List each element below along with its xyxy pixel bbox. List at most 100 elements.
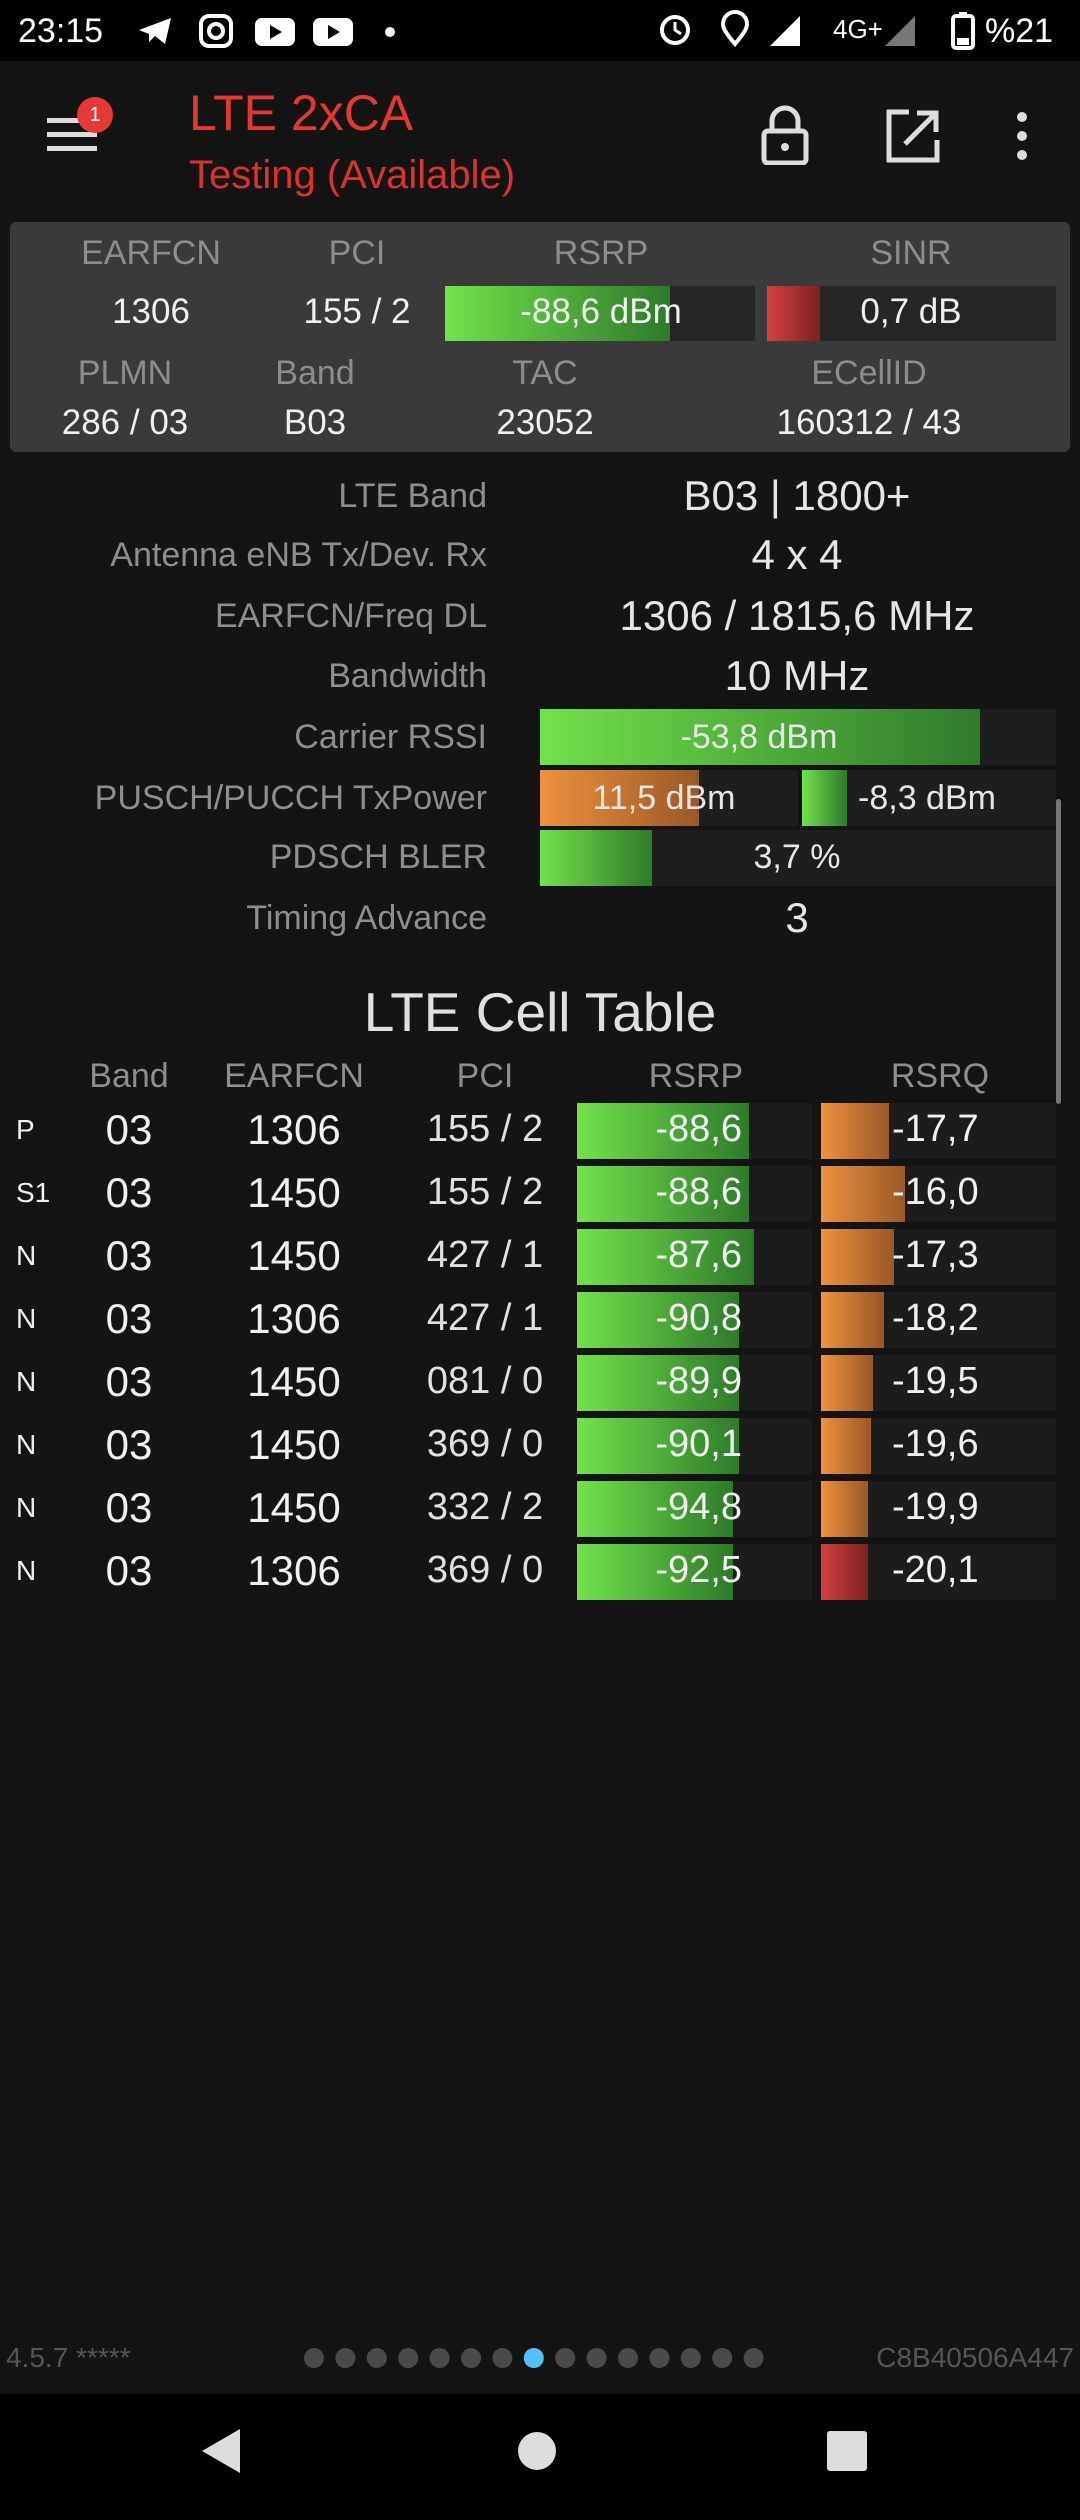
detail-label: EARFCN/Freq DL [214,596,487,635]
table-title: LTE Cell Table [363,981,717,1043]
cell-earfcn: 1306 [247,1294,341,1342]
bar-track [821,1481,1056,1537]
detail-label: Bandwidth [328,656,487,695]
cell-rsrp: -89,9 [655,1360,742,1403]
pusch-track [540,770,798,826]
rssi-bar [540,709,980,765]
bar [577,1292,739,1348]
overflow-menu[interactable] [1010,110,1034,162]
bar [577,1103,749,1159]
bar [577,1418,739,1474]
menu-button[interactable] [45,110,101,158]
cell-pci: 427 / 1 [426,1297,544,1340]
notification-badge: 1 [77,97,113,133]
cell-earfcn: 1450 [247,1420,341,1468]
cell-pci: 369 / 0 [426,1423,544,1466]
pusch-bar [540,770,699,826]
sinr-bar [767,286,820,341]
bar-track [577,1418,812,1474]
page-dot[interactable] [523,2348,544,2368]
bar [821,1418,871,1474]
summary-value: -88,6 dBm [520,292,682,331]
detail-value: 11,5 dBm [592,778,736,817]
detail-value: 3,7 % [753,837,841,876]
summary-label: SINR [870,233,952,272]
app-title: LTE 2xCA [189,85,414,141]
cell-rsrp: -92,5 [655,1549,742,1592]
share-button[interactable] [885,108,941,164]
cell-rsrq: -19,9 [892,1486,979,1529]
page-dot[interactable] [492,2348,513,2368]
page-dot[interactable] [618,2348,638,2368]
summary-label: PCI [328,233,386,272]
cell-rsrq: -18,2 [892,1297,979,1340]
cell-type: N [16,1492,37,1524]
page-dot[interactable] [680,2348,701,2368]
bar-track [577,1166,812,1222]
detail-label: PUSCH/PUCCH TxPower [94,778,487,817]
back-button[interactable] [202,2429,240,2473]
page-dot[interactable] [366,2348,387,2368]
detail-label: Carrier RSSI [294,717,487,756]
summary-value: 0,7 dB [860,292,962,331]
page-indicator [304,2348,764,2368]
bar-track [821,1544,1056,1600]
cell-rsrp: -87,6 [655,1234,742,1277]
page-dot[interactable] [586,2348,607,2368]
cell-rsrq: -19,5 [892,1360,979,1403]
version: 4.5.7 ***** [6,2342,131,2373]
summary-value: B03 [283,403,347,442]
bar-track [577,1355,812,1411]
page-dot[interactable] [335,2348,356,2368]
cell-earfcn: 1306 [247,1105,341,1153]
bar-track [577,1103,812,1159]
cell-rsrp: -94,8 [655,1486,742,1529]
cell-pci: 155 / 2 [426,1108,544,1151]
column-header: Band [89,1056,169,1095]
battery-icon [951,12,975,50]
detail-value: B03 | 1800+ [683,471,911,519]
cell-rsrq: -17,7 [892,1108,979,1151]
cell-rsrp: -90,1 [655,1423,742,1466]
home-button[interactable] [518,2432,556,2470]
detail-value: 10 MHz [724,651,870,699]
bar [821,1229,894,1285]
bar-track [821,1355,1056,1411]
page-dot[interactable] [398,2348,419,2368]
detail-label: Timing Advance [246,898,487,937]
cell-pci: 081 / 0 [426,1360,544,1403]
cell-rsrq: -17,3 [892,1234,979,1277]
detail-value: -8,3 dBm [858,778,996,817]
cell-rsrp: -90,8 [655,1297,742,1340]
cell-type: N [16,1303,37,1335]
cell-band: 03 [105,1546,153,1594]
summary-value: 286 / 03 [61,403,189,442]
page-dot[interactable] [304,2348,324,2368]
page-dot[interactable] [429,2348,450,2368]
cell-band: 03 [105,1420,153,1468]
bar [577,1166,749,1222]
device-id: C8B40506A447 [876,2342,1074,2373]
page-dot[interactable] [461,2348,481,2368]
summary-label: Band [275,353,355,392]
bar-track [821,1229,1056,1285]
column-header: RSRQ [890,1056,990,1095]
bar [821,1103,889,1159]
recents-button[interactable] [827,2431,867,2471]
cell-band: 03 [105,1483,153,1531]
page-dot[interactable] [649,2348,670,2368]
cell-type: P [16,1114,35,1146]
cell-rsrp: -88,6 [655,1108,742,1151]
bar-track [577,1292,812,1348]
page-dot[interactable] [555,2348,576,2368]
page-dot[interactable] [712,2348,733,2368]
column-header: PCI [456,1056,514,1095]
cell-type: N [16,1240,37,1272]
cell-band: 03 [105,1231,153,1279]
summary-value: 155 / 2 [303,292,411,331]
page-dot[interactable] [743,2348,764,2368]
lock-button[interactable] [760,105,810,165]
cell-type: N [16,1429,37,1461]
cell-band: 03 [105,1105,153,1153]
bar [577,1229,754,1285]
